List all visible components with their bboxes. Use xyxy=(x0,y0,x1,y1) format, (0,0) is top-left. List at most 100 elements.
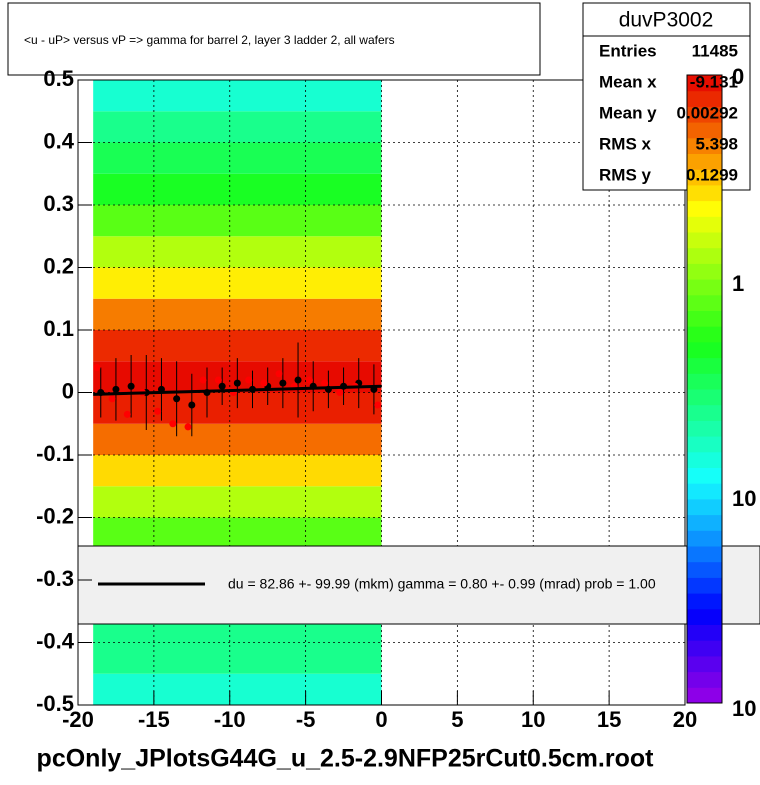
fit-label: du = 82.86 +- 99.99 (mkm) gamma = 0.80 +… xyxy=(228,576,656,592)
density-cell xyxy=(93,423,382,455)
stats-key: Entries xyxy=(599,41,657,60)
data-point xyxy=(275,370,283,378)
color-bar-step xyxy=(687,106,722,123)
density-cell xyxy=(93,267,382,299)
x-axis-label: pcOnly_JPlotsG44G_u_2.5-2.9NFP25rCut0.5c… xyxy=(37,745,655,773)
density-cell xyxy=(93,80,382,112)
stats-key: Mean x xyxy=(599,72,657,91)
x-tick-label: -15 xyxy=(138,707,170,732)
y-tick-label: -0.2 xyxy=(36,503,74,528)
color-bar-step xyxy=(687,137,722,154)
data-point xyxy=(245,376,253,384)
color-bar-label: 0 xyxy=(732,64,744,89)
y-tick-label: -0.5 xyxy=(36,691,74,716)
data-point xyxy=(154,407,162,415)
color-bar-step xyxy=(687,169,722,186)
stats-value: 0.1299 xyxy=(686,165,738,184)
color-bar-step xyxy=(687,483,722,500)
color-bar-step xyxy=(687,232,722,249)
color-bar-step xyxy=(687,608,722,625)
stats-value: 5.398 xyxy=(695,134,738,153)
data-point xyxy=(199,376,207,384)
color-bar-step xyxy=(687,420,722,437)
density-cell xyxy=(93,111,382,143)
color-bar-step xyxy=(687,122,722,139)
data-point xyxy=(93,364,101,371)
density-cell xyxy=(93,517,382,549)
density-cell xyxy=(93,298,382,330)
color-bar-step xyxy=(687,216,722,233)
density-cell xyxy=(93,236,382,268)
x-tick-label: 5 xyxy=(451,707,463,732)
y-tick-label: -0.4 xyxy=(36,628,75,653)
stats-key: Mean y xyxy=(599,103,657,122)
color-bar-step xyxy=(687,671,722,688)
data-point xyxy=(214,376,222,384)
density-cell xyxy=(93,455,382,487)
stats-value: 11485 xyxy=(692,41,738,60)
data-point xyxy=(127,382,135,390)
color-bar-step xyxy=(687,341,722,359)
data-point xyxy=(184,423,192,431)
color-bar-step xyxy=(687,153,722,170)
data-point xyxy=(260,379,268,387)
density-cell xyxy=(93,330,382,362)
color-bar-step xyxy=(687,294,722,311)
stats-name: duvP3002 xyxy=(619,9,714,32)
data-point xyxy=(374,401,382,409)
density-cell xyxy=(93,486,382,518)
x-tick-label: -5 xyxy=(296,707,316,732)
data-point xyxy=(173,395,181,403)
data-point xyxy=(305,376,313,384)
color-bar-step xyxy=(687,624,722,641)
color-bar-step xyxy=(687,263,722,280)
color-bar-step xyxy=(687,530,722,547)
color-bar-step xyxy=(687,687,722,704)
stats-key: RMS y xyxy=(599,165,652,184)
y-tick-label: -0.1 xyxy=(36,441,74,466)
density-cell xyxy=(93,642,382,674)
color-bar-step xyxy=(687,75,722,92)
color-bar-step xyxy=(687,247,722,264)
color-bar-step xyxy=(687,593,722,610)
fit-line xyxy=(93,384,382,396)
color-bar-step xyxy=(687,326,722,343)
color-bar-step xyxy=(687,467,722,484)
color-bar-step xyxy=(687,310,722,327)
data-point xyxy=(294,376,302,384)
color-bar-step xyxy=(687,655,722,673)
color-bar-step xyxy=(687,389,722,406)
data-point xyxy=(169,420,177,428)
color-bar-step xyxy=(687,561,722,578)
data-point xyxy=(279,379,287,387)
color-bar-step xyxy=(687,90,722,107)
title-box xyxy=(7,2,541,76)
density-cell xyxy=(93,673,382,705)
density-cell xyxy=(93,173,382,205)
color-bar-step xyxy=(687,373,722,390)
data-point xyxy=(108,395,116,403)
data-point xyxy=(218,382,226,390)
data-point xyxy=(233,379,241,387)
density-cell xyxy=(93,205,382,237)
color-bar-step xyxy=(687,184,722,202)
color-bar-step xyxy=(687,546,722,563)
data-point xyxy=(188,401,196,409)
y-tick-label: 0.3 xyxy=(43,191,74,216)
color-bar-step xyxy=(687,498,722,516)
x-tick-label: 15 xyxy=(597,707,621,732)
y-tick-label: -0.3 xyxy=(36,566,74,591)
color-bar-step xyxy=(687,279,722,296)
x-tick-label: -20 xyxy=(62,707,94,732)
color-bar xyxy=(686,74,723,704)
color-bar-label: 10 xyxy=(732,486,756,511)
chart-title: <u - uP> versus vP => gamma for barrel 2… xyxy=(24,33,395,47)
stats-value: -9.131 xyxy=(690,72,738,91)
data-point xyxy=(336,389,344,396)
y-tick-label: 0.5 xyxy=(43,66,74,91)
color-bar-step xyxy=(687,404,722,421)
y-tick-label: 0.4 xyxy=(43,128,74,153)
x-tick-label: 10 xyxy=(521,707,545,732)
